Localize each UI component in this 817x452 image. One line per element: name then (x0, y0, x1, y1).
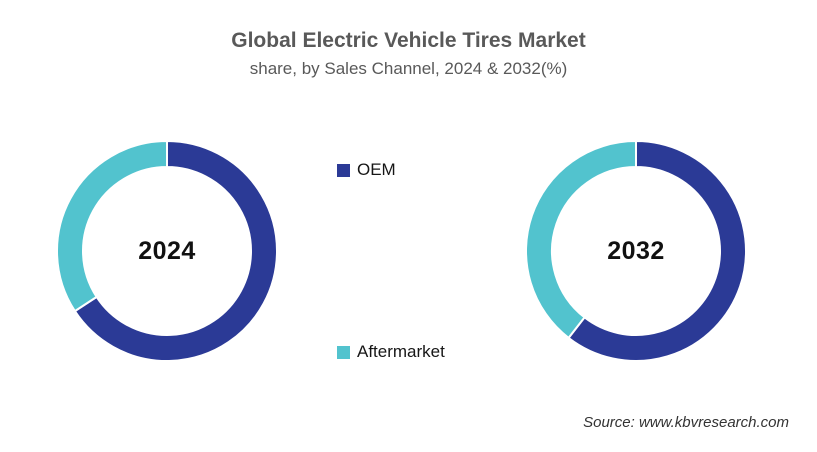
donut-chart-2032: 2032 (525, 140, 747, 362)
legend-label-aftermarket: Aftermarket (357, 342, 445, 361)
source-text: Source: www.kbvresearch.com (583, 414, 789, 431)
legend-item-oem: OEM (337, 160, 445, 180)
donut-slice-aftermarket (525, 140, 637, 340)
legend-item-aftermarket: Aftermarket (337, 342, 445, 362)
legend: OEM Aftermarket (337, 160, 445, 362)
legend-swatch-oem-icon (337, 163, 350, 177)
donut-chart-2032-svg (525, 140, 747, 362)
legend-label-oem: OEM (357, 160, 396, 179)
donut-slice-aftermarket (56, 140, 168, 313)
donut-chart-2024: 2024 (56, 140, 278, 362)
donut-slice-oem (567, 140, 747, 362)
donut-chart-2024-svg (56, 140, 278, 362)
page-subtitle: share, by Sales Channel, 2024 & 2032(%) (249, 59, 568, 78)
legend-swatch-aftermarket-icon (337, 345, 350, 359)
page-title: Global Electric Vehicle Tires Market (231, 29, 586, 52)
donut-slice-oem (73, 140, 278, 362)
